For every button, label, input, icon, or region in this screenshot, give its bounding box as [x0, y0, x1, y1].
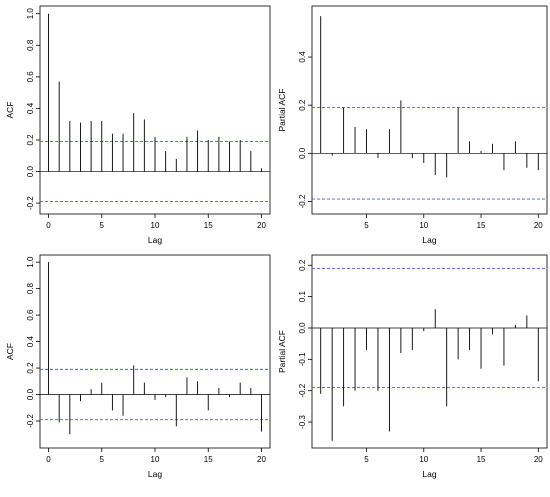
y-tick-label: 0.6 — [26, 309, 35, 321]
y-tick-label: -0.1 — [298, 352, 307, 366]
x-tick-label: 15 — [477, 455, 486, 464]
y-axis-title: Partial ACF — [277, 330, 287, 373]
y-tick-label: 0.0 — [26, 165, 35, 177]
y-tick-label: -0.2 — [298, 383, 307, 397]
x-tick-label: 5 — [364, 221, 369, 230]
y-tick-label: 1.0 — [26, 256, 35, 268]
y-tick-label: 0.8 — [26, 283, 35, 295]
chart-panel-4: 5 10 15 20 -0.3 -0.2 -0.1 0.0 0.1 0.2 Lag Partial A… — [277, 254, 548, 479]
x-axis-title: Lag — [148, 469, 162, 479]
y-tick-label: 0.4 — [26, 102, 35, 114]
x-tick-label: 20 — [534, 455, 543, 464]
x-axis-title: Lag — [422, 469, 436, 479]
x-tick-label: 10 — [151, 221, 160, 230]
y-tick-label: 0.2 — [298, 259, 307, 271]
y-tick-label: 1.0 — [26, 8, 35, 20]
x-tick-label: 10 — [419, 221, 428, 230]
y-tick-label: 0.2 — [298, 99, 307, 111]
chart-panel-1: 0 5 10 15 20 -0.2 0.0 0.2 0.4 0.6 0.8 1.0 Lag ACF — [5, 5, 271, 245]
x-tick-label: 5 — [100, 221, 105, 230]
x-tick-label: 10 — [419, 455, 428, 464]
x-tick-label: 20 — [257, 455, 266, 464]
plot-frame — [39, 5, 271, 215]
x-tick-label: 20 — [257, 221, 266, 230]
y-tick-label: -0.2 — [26, 196, 35, 210]
x-tick-label: 10 — [151, 455, 160, 464]
x-axis-title: Lag — [148, 235, 162, 245]
y-tick-label: 0.4 — [298, 51, 307, 63]
x-tick-label: 5 — [364, 455, 369, 464]
y-tick-label: 0.0 — [298, 147, 307, 159]
y-tick-label: 0.4 — [26, 335, 35, 347]
y-tick-label: 0.6 — [26, 71, 35, 83]
y-tick-label: 0.0 — [26, 388, 35, 400]
y-tick-label: 0.2 — [26, 362, 35, 374]
y-tick-label: -0.3 — [298, 415, 307, 429]
plot-frame — [311, 5, 548, 215]
x-tick-label: 15 — [204, 221, 213, 230]
x-tick-label: 0 — [46, 221, 51, 230]
plot-frame — [311, 254, 548, 449]
x-tick-label: 15 — [477, 221, 486, 230]
y-tick-label: 0.2 — [26, 134, 35, 146]
x-axis-title: Lag — [422, 235, 436, 245]
y-axis-title: Partial ACF — [277, 89, 287, 132]
y-tick-label: 0.1 — [298, 291, 307, 303]
x-tick-label: 20 — [534, 221, 543, 230]
y-tick-label: -0.2 — [26, 414, 35, 428]
x-tick-label: 5 — [100, 455, 105, 464]
y-axis-title: ACF — [5, 102, 15, 119]
y-tick-label: 0.0 — [298, 322, 307, 334]
y-tick-label: -0.2 — [298, 194, 307, 208]
y-axis-title: ACF — [5, 343, 15, 360]
chart-panel-3: 0 5 10 15 20 -0.2 0.0 0.2 0.4 0.6 0.8 1.0 Lag ACF — [5, 254, 271, 479]
chart-panel-2: 5 10 15 20 -0.2 0.0 0.2 0.4 Lag Partial ACF — [277, 5, 548, 245]
plot-frame — [39, 254, 271, 449]
x-tick-label: 0 — [46, 455, 51, 464]
y-tick-label: 0.8 — [26, 39, 35, 51]
x-tick-label: 15 — [204, 455, 213, 464]
